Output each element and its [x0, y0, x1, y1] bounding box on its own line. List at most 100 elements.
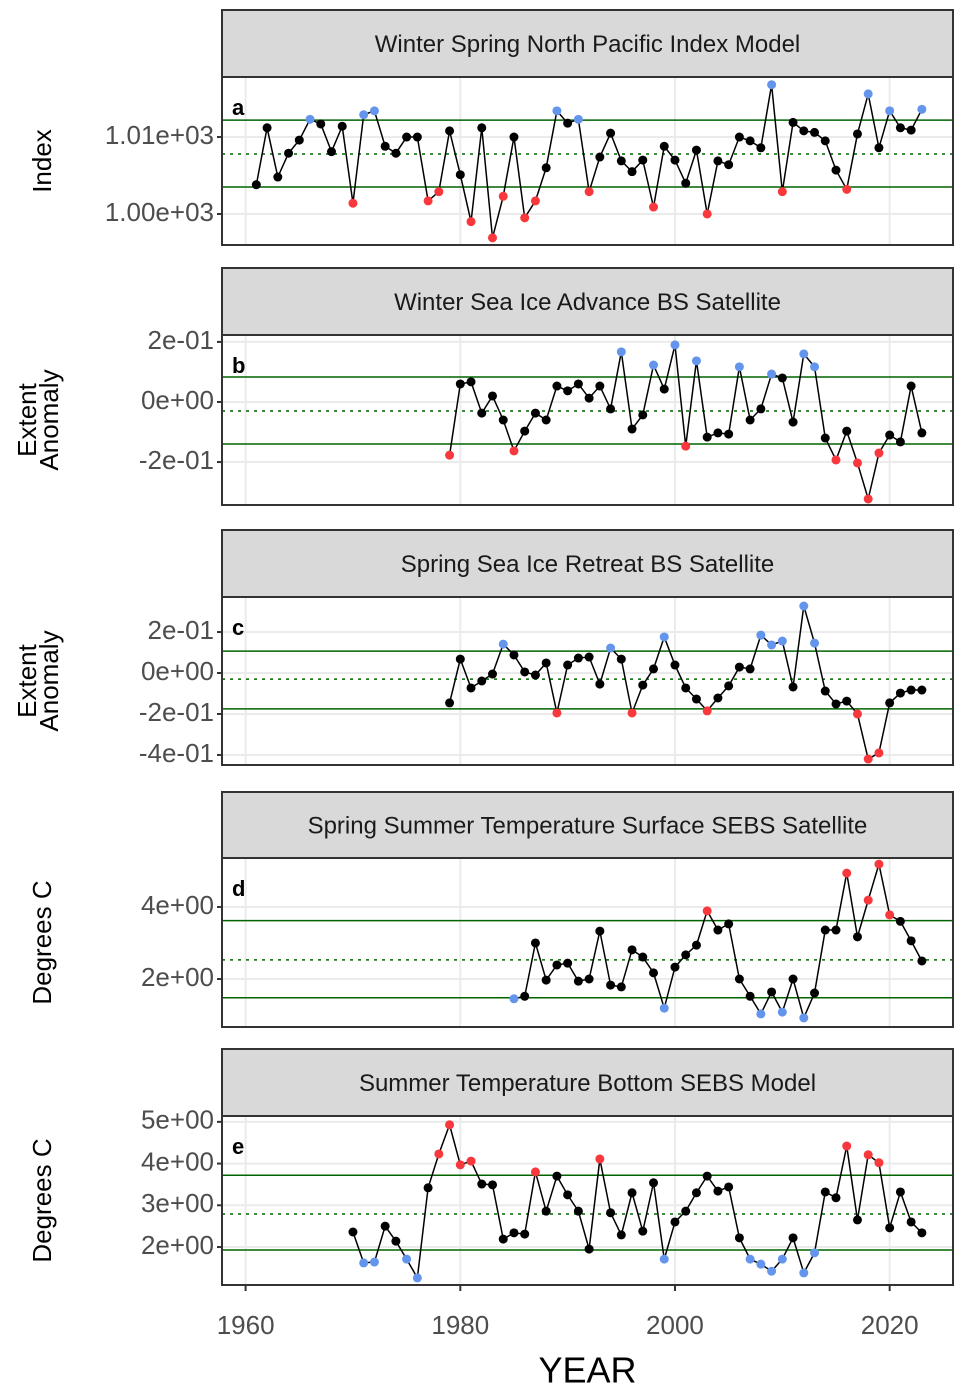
data-point	[627, 1188, 637, 1198]
data-point	[455, 1160, 465, 1170]
data-point	[777, 1254, 787, 1264]
panel-label: a	[232, 95, 245, 120]
panel-border	[221, 857, 954, 1028]
data-point	[359, 1258, 369, 1268]
data-point	[734, 662, 744, 672]
y-tick-label: 2e+00	[141, 1230, 214, 1260]
data-point	[767, 640, 777, 650]
data-point	[616, 1230, 626, 1240]
data-point	[649, 968, 659, 978]
data-point	[369, 106, 379, 116]
data-point	[659, 632, 669, 642]
data-point	[498, 191, 508, 201]
data-point	[348, 1227, 358, 1237]
data-point	[649, 360, 659, 370]
data-point	[820, 136, 830, 146]
data-point	[305, 114, 315, 124]
data-point	[616, 347, 626, 357]
data-point	[691, 1188, 701, 1198]
panel-border	[221, 1115, 954, 1286]
data-point	[767, 1266, 777, 1276]
data-point	[530, 938, 540, 948]
data-point	[895, 688, 905, 698]
data-point	[606, 643, 616, 653]
data-point	[852, 932, 862, 942]
data-point	[595, 1154, 605, 1164]
data-point	[702, 1171, 712, 1181]
data-point	[509, 1228, 519, 1238]
y-tick-label: 0e+00	[141, 385, 214, 415]
data-point	[756, 630, 766, 640]
data-point	[649, 202, 659, 212]
data-point	[917, 685, 927, 695]
data-point	[616, 156, 626, 166]
data-point	[820, 1187, 830, 1197]
data-point	[917, 1228, 927, 1238]
data-point	[831, 1193, 841, 1203]
data-point	[820, 925, 830, 935]
data-point	[777, 373, 787, 383]
data-point	[638, 155, 648, 165]
data-point	[380, 141, 390, 151]
data-point	[842, 696, 852, 706]
data-point	[359, 110, 369, 120]
data-point	[852, 709, 862, 719]
data-point	[820, 686, 830, 696]
data-point	[799, 1013, 809, 1023]
data-point	[702, 209, 712, 219]
data-point	[745, 991, 755, 1001]
data-point	[767, 987, 777, 997]
data-point	[541, 1206, 551, 1216]
data-point	[477, 408, 487, 418]
data-point	[906, 381, 916, 391]
data-point	[906, 1217, 916, 1227]
data-point	[477, 1179, 487, 1189]
data-point	[638, 680, 648, 690]
data-point	[455, 379, 465, 389]
data-point	[595, 152, 605, 162]
strip-title: Winter Spring North Pacific Index Model	[375, 31, 801, 58]
data-point	[445, 450, 455, 460]
data-point	[509, 446, 519, 456]
y-axis-label: Degrees C	[27, 880, 57, 1004]
strip-title: Spring Sea Ice Retreat BS Satellite	[401, 551, 775, 578]
data-point	[777, 636, 787, 646]
data-point	[702, 432, 712, 442]
strip	[221, 9, 954, 78]
data-point	[488, 391, 498, 401]
data-point	[906, 685, 916, 695]
data-point	[702, 906, 712, 916]
data-point	[799, 126, 809, 136]
y-axis-label-line: Index	[27, 129, 57, 193]
data-point	[434, 187, 444, 197]
data-point	[788, 974, 798, 984]
panel-border	[221, 596, 954, 766]
strip	[221, 791, 954, 859]
data-point	[595, 679, 605, 689]
data-point	[552, 106, 562, 116]
y-axis-label-line: Degrees C	[27, 880, 57, 1004]
data-point	[659, 1003, 669, 1013]
data-point	[638, 952, 648, 962]
y-axis-label: Index	[27, 129, 57, 193]
data-point	[402, 132, 412, 142]
data-point	[606, 1208, 616, 1218]
data-point	[734, 362, 744, 372]
series-line	[448, 344, 923, 502]
data-point	[756, 143, 766, 153]
x-tick-label: 1960	[217, 1310, 275, 1340]
panel-label: b	[232, 353, 245, 378]
x-tick-label: 2000	[646, 1310, 704, 1340]
data-point	[488, 669, 498, 679]
data-point	[842, 1141, 852, 1151]
panel-border	[221, 76, 954, 246]
data-point	[745, 1254, 755, 1264]
data-point	[573, 379, 583, 389]
data-point	[606, 404, 616, 414]
data-point	[842, 868, 852, 878]
data-point	[906, 125, 916, 135]
data-point	[573, 976, 583, 986]
data-point	[863, 754, 873, 764]
data-point	[863, 494, 873, 504]
